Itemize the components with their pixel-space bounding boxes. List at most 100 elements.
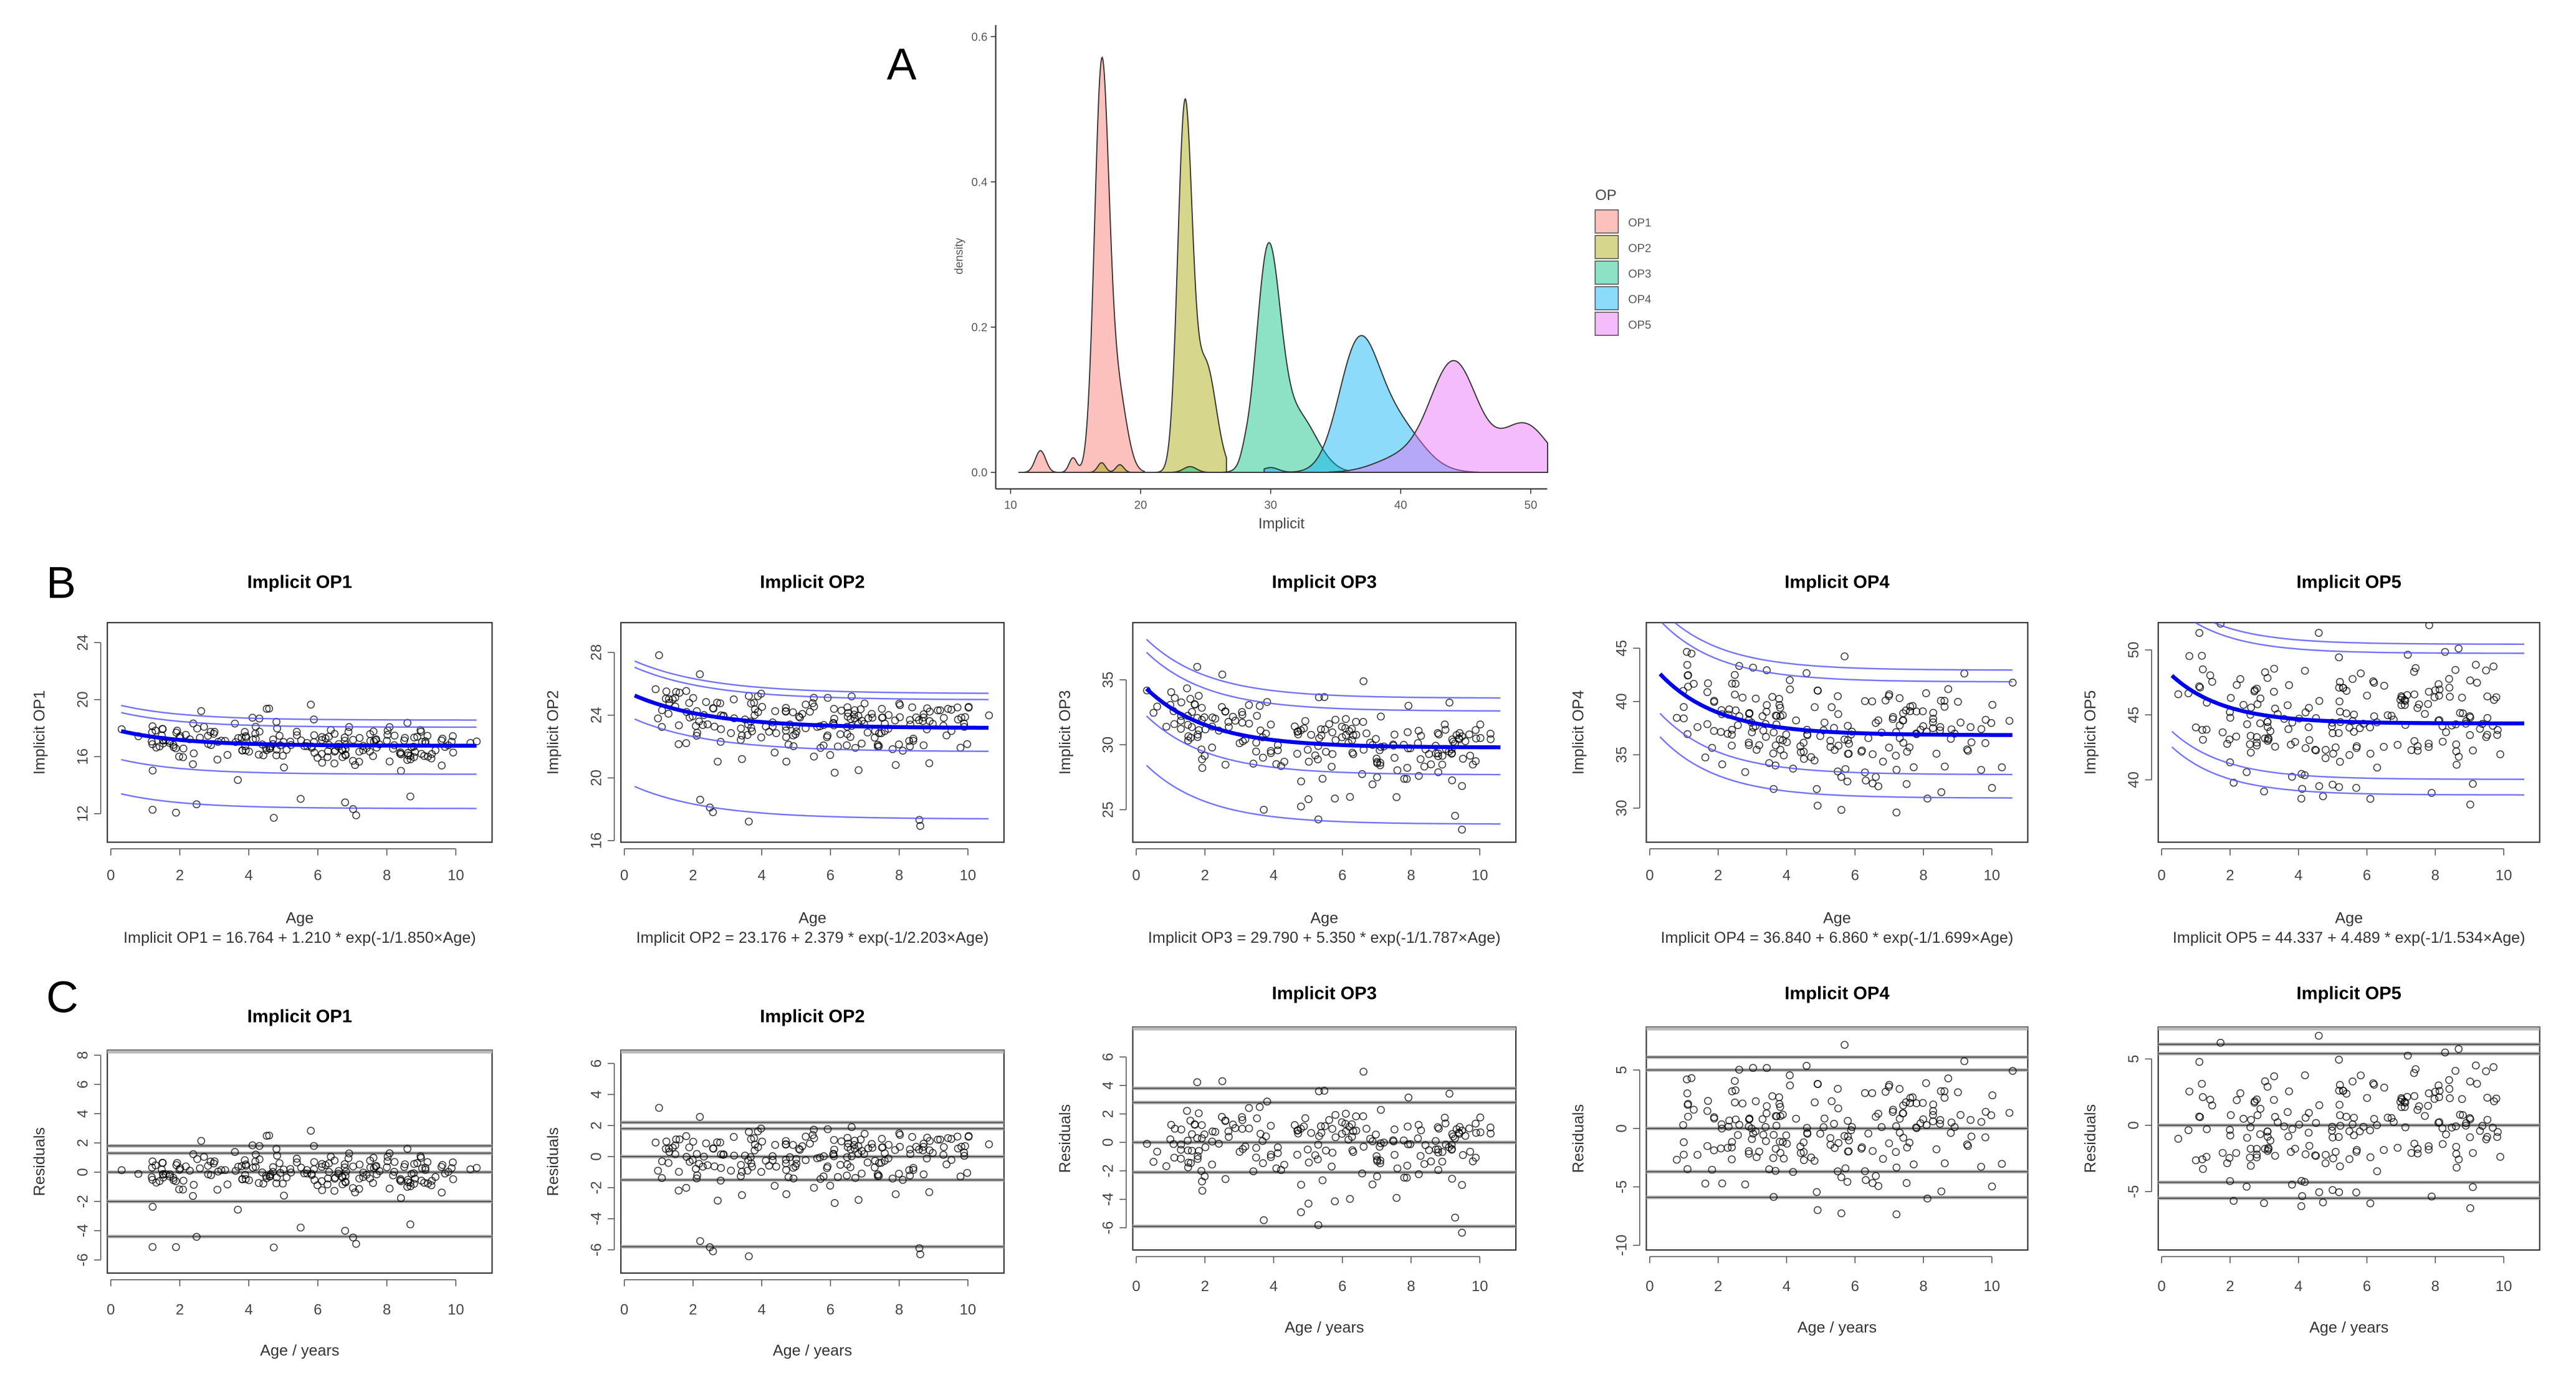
data-point [2350,1114,2358,1122]
plot-content [621,1050,1004,1261]
data-point [709,808,717,816]
data-point [2483,713,2492,722]
fit-curve [1659,672,2013,737]
data-point [848,1123,856,1132]
data-point [1885,690,1894,699]
data-point [1816,1129,1824,1138]
data-point [1455,729,1464,737]
data-point [1786,685,1794,694]
data-point [942,731,950,740]
data-point [1142,1140,1151,1148]
data-point [1749,664,1757,672]
data-point [2496,1153,2504,1161]
data-point [1391,1150,1399,1159]
data-point [1448,776,1457,785]
data-point [1885,1081,1894,1089]
data-point [1826,1140,1835,1149]
data-point [2373,1167,2382,1176]
data-point [1256,726,1265,735]
data-point [1273,1143,1282,1152]
data-point [674,721,683,730]
data-point [1171,694,1179,702]
data-point [303,1169,312,1178]
data-point [1293,1150,1301,1159]
data-point [2314,629,2323,637]
data-point [1245,1104,1253,1112]
data-point [2311,745,2319,754]
data-point [1390,1125,1399,1133]
data-point [342,1167,350,1176]
y-tick-label: 2 [1100,1110,1117,1118]
data-point [1404,728,1412,737]
data-point [1228,712,1237,721]
data-point [823,1125,832,1133]
data-point [1877,1123,1886,1132]
data-point [1228,1120,1237,1128]
data-point [916,1250,924,1259]
data-point [1922,689,1930,697]
data-point [262,1132,271,1140]
data-point [696,670,704,679]
data-point [2366,1153,2375,1162]
data-point [1730,670,1739,679]
x-axis-label: Implicit [1258,515,1305,532]
data-point [1373,773,1381,781]
data-point [2473,1079,2481,1088]
data-point [2355,724,2364,732]
data-point [2494,726,2502,734]
data-point [919,1170,928,1178]
data-point [2269,1095,2278,1104]
data-point [1184,1163,1192,1171]
data-point [1761,1137,1770,1145]
data-point [223,751,232,759]
data-point [2198,1093,2207,1102]
data-point [802,1156,810,1165]
data-point [1305,757,1313,766]
data-point [438,734,447,743]
data-point [2301,1114,2310,1122]
data-point [2253,733,2261,742]
data-point [2445,675,2453,683]
data-point [947,1156,955,1164]
data-point [1186,1117,1195,1125]
data-point [2466,1114,2474,1122]
data-point [1311,751,1319,760]
data-point [1830,1120,1838,1128]
data-point [2476,725,2484,733]
data-point [1751,694,1760,703]
data-point [2466,1077,2474,1086]
data-point [771,707,780,715]
data-point [864,1144,873,1153]
data-point [1402,1173,1411,1182]
data-point [1936,1116,1945,1124]
data-point [830,1199,839,1207]
data-point [1458,825,1466,834]
data-point [1902,706,1910,715]
data-point [2393,1143,2402,1152]
data-point [1683,1100,1692,1109]
y-axis-label: Residuals [544,1127,562,1196]
data-point [1465,730,1473,739]
data-point [1956,1110,1965,1119]
data-point [925,759,934,768]
data-point [855,766,863,775]
data-point [1868,1089,1877,1097]
data-point [2424,1102,2433,1110]
data-point [1841,652,1849,661]
data-point [383,730,392,739]
x-tick-label: 10 [1472,867,1488,884]
centile-band-line [1659,736,2013,799]
data-point [877,729,886,737]
data-point [1703,1097,1712,1105]
data-point [896,713,904,722]
data-point [2315,1101,2324,1110]
data-point [1277,762,1285,770]
data-point [836,730,845,738]
data-point [2407,1148,2416,1157]
data-point [404,749,412,757]
data-point [193,1233,201,1241]
data-point [1796,1149,1805,1157]
data-point [905,1166,914,1175]
data-point [782,1190,791,1198]
